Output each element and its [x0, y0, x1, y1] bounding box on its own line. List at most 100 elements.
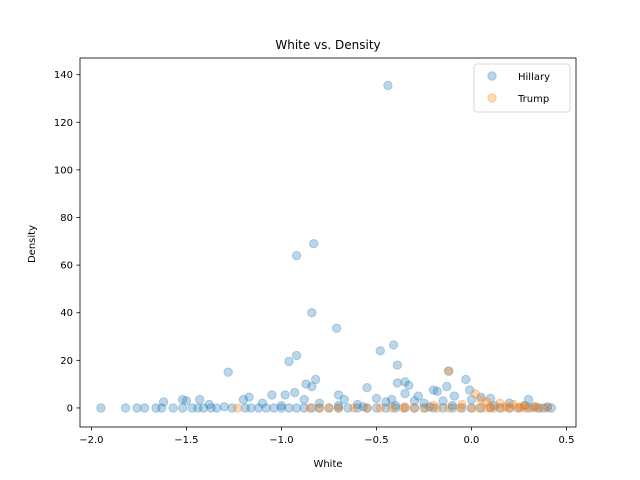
data-point — [457, 399, 467, 410]
data-point — [531, 402, 541, 412]
data-point — [280, 390, 290, 400]
data-point — [204, 399, 214, 410]
data-point — [409, 396, 420, 406]
legend: Hillary Trump — [473, 63, 571, 113]
y-tick-label: 40 — [60, 308, 73, 319]
data-point — [371, 393, 382, 404]
axes: −2.0 −1.5 −1.0 −0.5 0.0 0.5 0 20 40 60 80 100 120 140 — [54, 57, 577, 446]
data-point — [269, 403, 279, 413]
data-point — [352, 399, 363, 410]
y-tick-label: 120 — [54, 118, 73, 129]
data-point — [485, 393, 496, 404]
data-point — [476, 403, 486, 413]
data-point — [504, 403, 515, 413]
data-point — [227, 403, 237, 413]
data-point — [432, 403, 442, 413]
series-hillary — [96, 80, 556, 413]
data-point — [520, 400, 530, 411]
data-point — [314, 403, 325, 413]
data-point — [533, 403, 543, 413]
y-tick-label: 20 — [60, 356, 73, 367]
y-tick-label: 140 — [54, 70, 73, 81]
legend-marker-hillary — [487, 71, 497, 81]
data-point — [455, 403, 465, 413]
data-point — [198, 403, 209, 413]
data-point — [362, 403, 372, 413]
data-point — [219, 402, 230, 412]
data-point — [474, 403, 484, 413]
data-point — [375, 403, 385, 413]
data-point — [400, 377, 410, 387]
data-point — [381, 403, 391, 413]
data-point — [512, 403, 522, 413]
data-point — [476, 392, 486, 402]
data-point — [284, 403, 294, 413]
data-point — [485, 402, 496, 412]
data-point — [542, 403, 553, 413]
data-point — [400, 389, 410, 399]
data-point — [206, 403, 216, 413]
data-point — [390, 400, 401, 411]
legend-marker-trump — [487, 93, 497, 103]
data-point — [181, 396, 192, 406]
data-point — [390, 403, 401, 413]
x-tick-label: 0.5 — [559, 435, 575, 446]
data-point — [299, 394, 309, 405]
data-point — [444, 366, 454, 376]
data-point — [151, 403, 161, 413]
data-point — [520, 400, 530, 411]
data-point — [307, 381, 317, 392]
data-point — [447, 403, 458, 413]
data-point — [314, 403, 325, 413]
x-tick-label: −1.5 — [174, 435, 198, 446]
data-point — [497, 403, 507, 413]
data-point — [438, 396, 448, 406]
x-tick-label: −0.5 — [364, 435, 388, 446]
data-point — [301, 379, 311, 389]
data-point — [461, 374, 471, 385]
data-point — [387, 403, 397, 413]
data-point — [489, 400, 499, 411]
x-tick-label: 0.0 — [464, 435, 480, 446]
y-tick-label: 60 — [60, 261, 73, 272]
data-point — [343, 403, 353, 413]
data-point — [466, 403, 477, 413]
data-point — [444, 403, 454, 413]
data-point — [276, 400, 287, 411]
data-point — [168, 403, 178, 413]
data-point — [132, 403, 142, 413]
data-point — [419, 398, 429, 408]
data-point — [349, 403, 359, 413]
x-tick-label: −2.0 — [79, 435, 103, 446]
data-point — [495, 398, 505, 408]
data-point — [309, 239, 319, 249]
data-point — [310, 374, 321, 385]
data-point — [523, 394, 534, 405]
data-point — [120, 403, 131, 413]
data-point — [333, 390, 344, 400]
data-point — [535, 403, 545, 413]
data-point — [444, 366, 454, 376]
data-point — [284, 356, 294, 367]
data-point — [333, 400, 344, 411]
y-tick-label: 80 — [60, 213, 73, 224]
data-point — [187, 403, 197, 413]
data-point — [261, 403, 271, 413]
data-point — [495, 403, 505, 413]
data-point — [383, 80, 393, 91]
y-tick-label: 0 — [67, 403, 73, 414]
data-point — [331, 323, 342, 333]
data-point — [409, 403, 420, 413]
data-point — [96, 403, 106, 413]
data-point — [470, 389, 480, 399]
data-point — [457, 403, 467, 413]
data-point — [177, 403, 188, 413]
data-point — [485, 403, 496, 413]
data-point — [339, 394, 349, 405]
data-point — [387, 394, 397, 405]
data-point — [333, 403, 344, 413]
data-point — [520, 403, 530, 413]
data-point — [482, 397, 492, 407]
data-point — [267, 390, 277, 400]
x-axis-label: White — [313, 459, 342, 470]
